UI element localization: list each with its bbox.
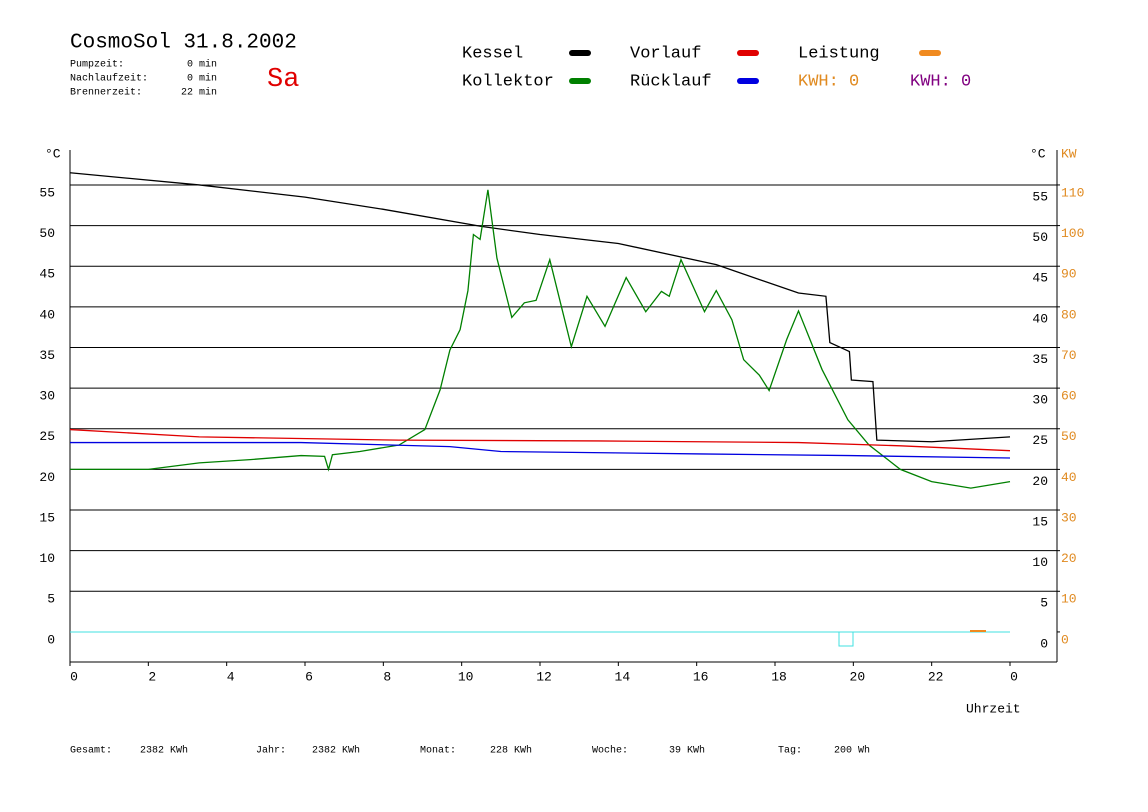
series-line bbox=[69, 172, 1011, 443]
day: Sa bbox=[267, 65, 299, 95]
y-tick-label-right: 50 bbox=[1032, 230, 1048, 245]
y2-tick-label: 0 bbox=[1061, 632, 1069, 647]
y2-tick-label: 70 bbox=[1061, 348, 1077, 363]
stat-value: 2382 KWh bbox=[312, 745, 360, 757]
y-tick-label: 10 bbox=[39, 551, 55, 566]
timer-value: 0 min bbox=[187, 59, 217, 71]
series-line bbox=[70, 441, 1011, 459]
stat-value: 228 KWh bbox=[490, 745, 532, 757]
y-tick-label-right: 40 bbox=[1032, 311, 1048, 326]
stat-label: Gesamt: bbox=[70, 746, 112, 757]
y-unit: °C bbox=[45, 146, 61, 161]
y-tick-label-right: 15 bbox=[1032, 514, 1048, 529]
y2-tick-label: 40 bbox=[1061, 470, 1077, 485]
y-tick-label: 40 bbox=[39, 307, 55, 322]
x-axis-label: Uhrzeit bbox=[966, 701, 1021, 716]
y-tick-label: 30 bbox=[39, 389, 55, 404]
kwh-label: KWH: 0 bbox=[798, 72, 859, 91]
stat-label: Monat: bbox=[420, 746, 456, 757]
y-tick-label-right: 55 bbox=[1032, 189, 1048, 204]
y-tick-label-right: 45 bbox=[1032, 271, 1048, 286]
x-tick-label: 2 bbox=[148, 669, 156, 684]
x-tick-label: 18 bbox=[771, 669, 787, 684]
chart-title: CosmoSol 31.8.2002 bbox=[70, 32, 297, 55]
x-tick-label: 6 bbox=[305, 669, 313, 684]
x-tick-label: 10 bbox=[458, 669, 474, 684]
x-tick-label: 22 bbox=[928, 669, 944, 684]
y2-tick-label: 80 bbox=[1061, 307, 1077, 322]
stat-label: Tag: bbox=[778, 746, 802, 757]
y-tick-label: 15 bbox=[39, 510, 55, 525]
timer-label: Nachlaufzeit: bbox=[70, 73, 148, 85]
stat-label: Jahr: bbox=[256, 745, 286, 757]
stat-value: 2382 KWh bbox=[140, 745, 188, 757]
y2-tick-label: 90 bbox=[1061, 267, 1077, 282]
y2-unit: KW bbox=[1061, 146, 1077, 161]
x-tick-label: 20 bbox=[850, 669, 866, 684]
y-unit-right: °C bbox=[1030, 146, 1046, 161]
x-tick-label: 14 bbox=[615, 669, 631, 684]
y-tick-label: 5 bbox=[47, 592, 55, 607]
y-tick-label: 55 bbox=[39, 185, 55, 200]
y-tick-label-right: 25 bbox=[1032, 433, 1048, 448]
y2-tick-label: 50 bbox=[1061, 429, 1077, 444]
x-tick-label: 0 bbox=[70, 669, 78, 684]
legend-label: Kollektor bbox=[462, 72, 554, 91]
y-tick-label-right: 20 bbox=[1032, 474, 1048, 489]
legend-label: Rücklauf bbox=[630, 72, 712, 91]
y2-tick-label: 20 bbox=[1061, 551, 1077, 566]
kwh-label: KWH: 0 bbox=[910, 72, 971, 91]
y-tick-label-right: 35 bbox=[1032, 352, 1048, 367]
marker-box bbox=[838, 631, 854, 647]
x-tick-label: 4 bbox=[227, 669, 235, 684]
series-line bbox=[69, 428, 1011, 452]
stat-value: 39 KWh bbox=[669, 745, 705, 757]
stat-label: Woche: bbox=[592, 745, 628, 757]
y2-tick-label: 30 bbox=[1061, 510, 1077, 525]
x-tick-label: 12 bbox=[536, 669, 552, 684]
x-tick-label: 16 bbox=[693, 669, 709, 684]
legend-label: Leistung bbox=[798, 44, 880, 63]
y2-tick-label: 10 bbox=[1061, 592, 1077, 607]
y-tick-label-right: 10 bbox=[1032, 555, 1048, 570]
y2-tick-label: 100 bbox=[1061, 226, 1084, 241]
y-tick-label: 25 bbox=[39, 429, 55, 444]
stat-value: 200 Wh bbox=[834, 745, 870, 757]
y-tick-label-right: 30 bbox=[1032, 393, 1048, 408]
timer-label: Brennerzeit: bbox=[70, 87, 142, 99]
y-tick-label: 35 bbox=[39, 348, 55, 363]
y-tick-label: 20 bbox=[39, 470, 55, 485]
series-line bbox=[70, 189, 1011, 489]
timer-value: 0 min bbox=[187, 73, 217, 85]
x-tick-label: 0 bbox=[1010, 669, 1018, 684]
y2-tick-label: 60 bbox=[1061, 389, 1077, 404]
legend-label: Vorlauf bbox=[630, 44, 701, 63]
y-tick-label-right: 0 bbox=[1040, 636, 1048, 651]
y-tick-label-right: 5 bbox=[1040, 596, 1048, 611]
timer-label: Pumpzeit: bbox=[70, 59, 124, 71]
y-tick-label: 50 bbox=[39, 226, 55, 241]
y-tick-label: 0 bbox=[47, 632, 55, 647]
timer-value: 22 min bbox=[181, 87, 217, 99]
y-tick-label: 45 bbox=[39, 267, 55, 282]
y2-tick-label: 110 bbox=[1061, 185, 1084, 200]
x-tick-label: 8 bbox=[383, 669, 391, 684]
legend-label: Kessel bbox=[462, 44, 523, 63]
